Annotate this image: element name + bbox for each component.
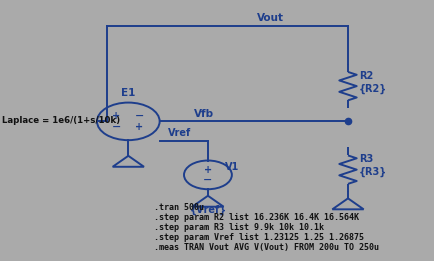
Text: −: − <box>134 111 144 121</box>
Text: Laplace = 1e6/(1+s/10k): Laplace = 1e6/(1+s/10k) <box>2 116 120 124</box>
Text: Vout: Vout <box>256 13 284 23</box>
Text: −: − <box>203 175 212 185</box>
Text: {R2}: {R2} <box>358 84 386 94</box>
Text: .tran 500u: .tran 500u <box>154 203 204 212</box>
Text: V1: V1 <box>225 162 239 172</box>
Text: +: + <box>204 165 211 175</box>
Text: +: + <box>135 122 143 132</box>
Text: R3: R3 <box>358 154 372 164</box>
Text: Vfb: Vfb <box>194 109 214 118</box>
Text: .meas TRAN Vout AVG V(Vout) FROM 200u TO 250u: .meas TRAN Vout AVG V(Vout) FROM 200u TO… <box>154 243 378 252</box>
Text: .step param Vref list 1.23125 1.25 1.26875: .step param Vref list 1.23125 1.25 1.268… <box>154 233 364 242</box>
Text: +: + <box>112 111 120 121</box>
Text: −: − <box>111 122 121 132</box>
Text: {Vref}: {Vref} <box>189 205 226 215</box>
Text: .step param R3 list 9.9k 10k 10.1k: .step param R3 list 9.9k 10k 10.1k <box>154 223 324 232</box>
Text: Vref: Vref <box>168 128 191 138</box>
Text: E1: E1 <box>121 88 135 98</box>
Text: .step param R2 list 16.236K 16.4K 16.564K: .step param R2 list 16.236K 16.4K 16.564… <box>154 213 358 222</box>
Text: R2: R2 <box>358 71 372 81</box>
Text: {R3}: {R3} <box>358 167 386 177</box>
